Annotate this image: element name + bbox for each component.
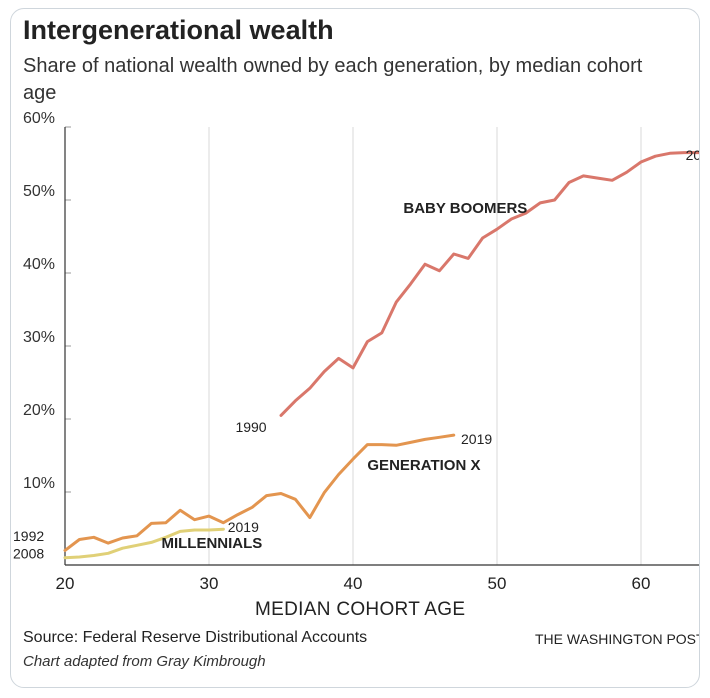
chart-subtitle: Share of national wealth owned by each g… <box>23 55 643 104</box>
y-tick-label: 10% <box>23 475 55 492</box>
y-tick-label: 30% <box>23 329 55 346</box>
series-start-year-label: 1990 <box>235 419 266 435</box>
publisher-logo-text: THE WASHINGTON POST <box>535 631 699 647</box>
y-tick-label: 20% <box>23 402 55 419</box>
series-end-year-label: 2019 <box>686 147 699 163</box>
credit-note: Chart adapted from Gray Kimbrough <box>23 653 266 670</box>
series-start-year-label: 1992 <box>13 528 44 544</box>
series-end-year-label: 2019 <box>228 519 259 535</box>
x-tick-label: 30 <box>200 574 219 593</box>
x-tick-label: 60 <box>632 574 651 593</box>
chart-title: Intergenerational wealth <box>23 15 334 45</box>
line-chart: 10% 20% 30% 40% 50% 60% 20 30 40 50 60 MEDIAN COHOR… <box>13 110 699 620</box>
y-tick-label: 60% <box>23 110 55 127</box>
series-name-label: MILLENNIALS <box>161 535 262 552</box>
x-tick-label: 20 <box>56 574 75 593</box>
y-tick-label: 40% <box>23 256 55 273</box>
series-line <box>63 527 225 560</box>
x-axis-title: MEDIAN COHORT AGE <box>255 599 465 620</box>
chart-card: Intergenerational wealth Share of nation… <box>10 8 700 688</box>
series-line <box>279 151 699 417</box>
series-start-year-label: 2008 <box>13 545 44 561</box>
series-line <box>63 433 456 552</box>
x-tick-label: 50 <box>488 574 507 593</box>
series-name-label: GENERATION X <box>367 457 480 474</box>
x-tick-label: 40 <box>344 574 363 593</box>
source-note: Source: Federal Reserve Distributional A… <box>23 629 368 646</box>
series-name-label: BABY BOOMERS <box>403 200 527 217</box>
series-end-year-label: 2019 <box>461 431 492 447</box>
y-tick-label: 50% <box>23 183 55 200</box>
